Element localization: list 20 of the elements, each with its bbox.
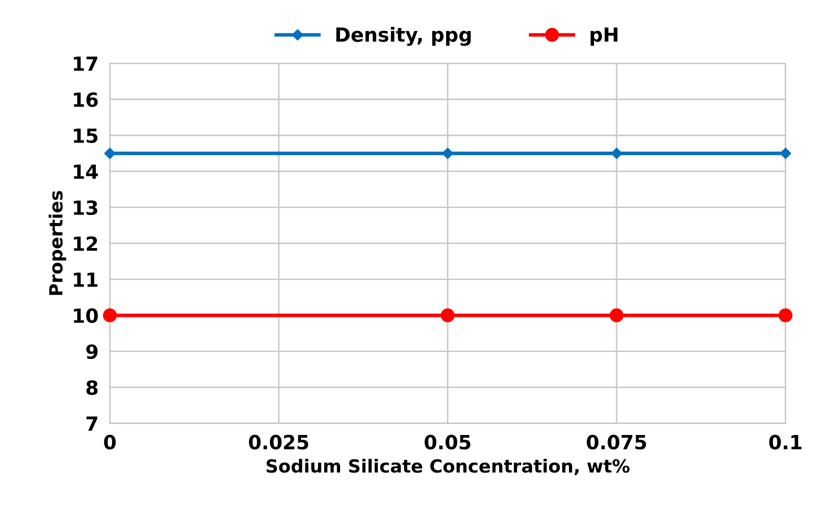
y-tick-label: 13 xyxy=(74,200,98,216)
y-tick-label: 12 xyxy=(74,236,98,251)
y-tick-label: 17 xyxy=(74,56,98,71)
legend-label: pH xyxy=(590,28,618,46)
x-tick-label: 0.05 xyxy=(424,434,470,450)
x-tick-label: 0.1 xyxy=(769,434,802,450)
y-axis-title: Properties xyxy=(48,191,66,295)
y-tick-label: 11 xyxy=(74,272,98,287)
y-tick-label: 8 xyxy=(86,380,98,396)
legend-label: Density, ppg xyxy=(336,26,471,46)
x-axis-title: Sodium Silicate Concentration, wt% xyxy=(266,458,630,476)
y-tick-label: 7 xyxy=(86,416,98,431)
x-tick-label: 0 xyxy=(104,434,116,450)
y-tick-label: 16 xyxy=(74,92,98,108)
y-tick-label: 14 xyxy=(74,164,98,179)
y-tick-label: 9 xyxy=(86,344,98,360)
x-tick-label: 0.075 xyxy=(586,434,646,450)
y-tick-label: 10 xyxy=(74,308,98,324)
y-tick-label: 15 xyxy=(74,128,98,144)
x-tick-label: 0.025 xyxy=(248,434,308,450)
